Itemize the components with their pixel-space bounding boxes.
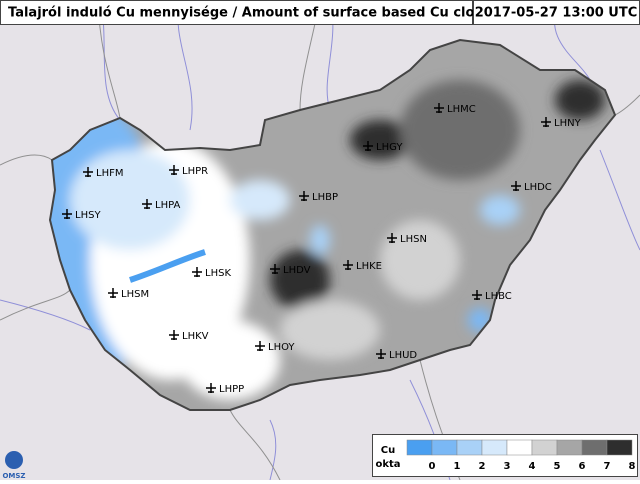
airport-label: LHSN [400,234,427,245]
timestamp: 2017-05-27 13:00 UTC [475,6,638,21]
airport-label: LHUD [389,350,417,361]
legend-title: okta [375,459,400,470]
airport-icon [83,167,93,177]
airport-label: LHNY [554,118,582,129]
airport-icon [299,191,309,201]
airport-label: LHGY [376,142,403,153]
legend-tick-label: 8 [629,461,636,472]
airport-label: LHSM [121,289,149,300]
legend-tick-label: 3 [504,461,511,472]
airport-label: LHSK [205,268,231,279]
legend-swatch [531,439,558,456]
legend-tick-label: 7 [604,461,611,472]
legend-swatch [606,439,633,456]
legend-swatch [406,439,433,456]
airport-label: LHPP [219,384,244,395]
logo-icon [5,451,23,469]
timestamp-box [473,0,640,25]
airport-icon [62,209,72,219]
airport-icon [255,341,265,351]
airport-icon [363,141,373,151]
legend-swatch [431,439,458,456]
legend-title: Cu [381,445,395,456]
title: Talajról induló Cu mennyisége / Amount o… [8,6,501,21]
legend-tick-label: 6 [579,461,586,472]
airport-label: LHBC [485,291,512,302]
airport-icon [343,260,353,270]
legend-swatch [506,439,533,456]
airport-icon [108,288,118,298]
legend-swatch [581,439,608,456]
airport-icon [169,330,179,340]
airport-label: LHOY [268,342,295,353]
airport-label: LHBP [312,192,338,203]
legend: 0 1 2 3 4 5 6 7 8 [406,439,636,472]
legend-tick-label: 1 [454,461,461,472]
airport-icon [472,290,482,300]
airports: LHFM LHPR LHSY LHPA LHBP LHSK LHDV LHKE LHSN LHSM… [62,103,582,395]
airport-icon [169,165,179,175]
airport-label: LHPR [182,166,208,177]
airport-label: LHDC [524,182,552,193]
legend-tick-label: 0 [429,461,436,472]
legend-tick-label: 2 [479,461,486,472]
logo: OMSZ [2,472,25,480]
airport-label: LHKE [356,261,382,272]
airport-icon [511,181,521,191]
legend-swatch [456,439,483,456]
airport-icon [206,383,216,393]
airport-label: LHDV [283,265,311,276]
airport-icon [387,233,397,243]
airport-icon [192,267,202,277]
legend-tick-label: 4 [529,461,536,472]
airport-label: LHPA [155,200,180,211]
airport-icon [142,199,152,209]
legend-swatch [481,439,508,456]
title-box [0,0,473,25]
airport-label: LHFM [96,168,123,179]
airport-icon [376,349,386,359]
airport-label: LHSY [75,210,101,221]
legend-swatch [556,439,583,456]
airport-icon [541,117,551,127]
airport-label: LHKV [182,331,209,342]
legend-tick-label: 5 [554,461,561,472]
airport-icon [270,264,280,274]
airport-label: LHMC [447,104,476,115]
airport-icon [434,103,444,113]
